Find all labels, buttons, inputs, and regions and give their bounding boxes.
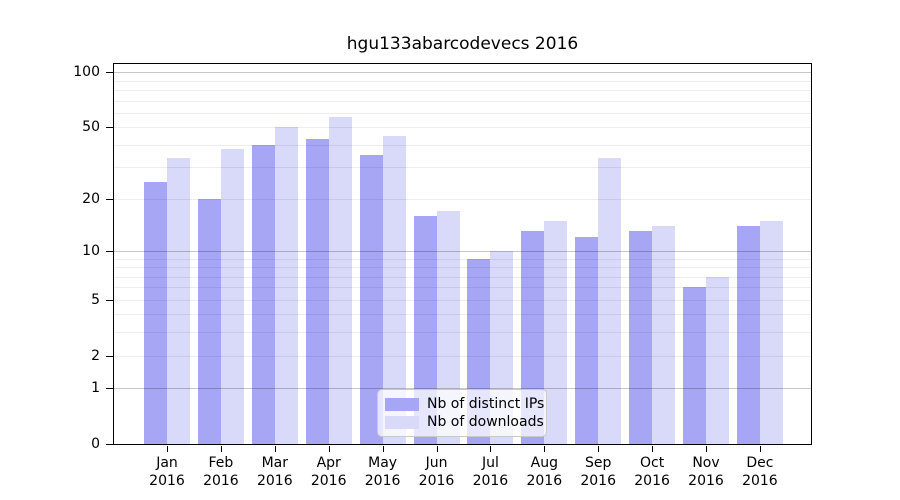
gridline-decade [114, 388, 811, 390]
bar-ips-jan [144, 181, 167, 444]
bar-ips-nov [683, 287, 706, 444]
gridline-decade [114, 250, 811, 252]
legend-swatch-distinct-ips [385, 397, 419, 411]
bar-downloads-aug [544, 220, 568, 444]
chart-title: hgu133abarcodevecs 2016 [346, 34, 579, 54]
y-tick-mark [106, 250, 113, 252]
x-tick-mark [220, 446, 222, 452]
legend: Nb of distinct IPs Nb of downloads [377, 389, 547, 437]
y-tick-label: 50 [82, 119, 100, 136]
y-tick-label: 10 [82, 242, 100, 259]
y-tick-label: 100 [73, 64, 100, 81]
x-tick-mark [436, 446, 438, 452]
x-tick-label-aug: Aug 2016 [526, 455, 563, 489]
bar-downloads-dec [759, 220, 783, 444]
bar-ips-oct [629, 231, 653, 444]
x-tick-mark [167, 446, 168, 452]
legend-item-downloads: Nb of downloads [385, 413, 544, 431]
y-tick-mark [106, 388, 113, 390]
y-tick-mark [106, 355, 113, 357]
x-tick-mark [544, 446, 546, 452]
x-tick-label-nov: Nov 2016 [688, 455, 724, 489]
gridline-decade [114, 72, 811, 74]
y-tick-mark [106, 72, 113, 74]
bar-downloads-feb [220, 148, 244, 444]
legend-swatch-downloads [385, 415, 419, 429]
bar-ips-sep [575, 237, 599, 444]
y-tick-label: 2 [91, 347, 100, 364]
bar-ips-jun [413, 215, 437, 444]
x-tick-label-jun: Jun 2016 [418, 455, 455, 489]
bar-downloads-jan [167, 157, 190, 444]
bar-downloads-oct [652, 225, 676, 444]
gridline-minor [114, 355, 811, 357]
bar-downloads-apr [328, 116, 352, 444]
gridline-minor [114, 314, 811, 316]
gridline-minor [114, 267, 811, 269]
x-tick-label-mar: Mar 2016 [256, 455, 293, 489]
gridline-minor [114, 258, 811, 260]
bar-downloads-nov [706, 276, 729, 444]
gridline-minor [114, 127, 811, 129]
gridline-minor [114, 198, 811, 200]
x-tick-label-jul: Jul 2016 [472, 455, 509, 489]
x-tick-label-apr: Apr 2016 [310, 455, 347, 489]
x-tick-label-sep: Sep 2016 [580, 455, 616, 489]
bar-downloads-sep [598, 157, 622, 444]
y-tick-mark [106, 299, 113, 301]
x-tick-mark [328, 446, 330, 452]
y-tick-mark [106, 198, 113, 200]
x-tick-mark [759, 446, 761, 452]
bar-downloads-mar [274, 127, 298, 444]
x-tick-mark [490, 446, 492, 452]
gridline-minor [114, 276, 811, 278]
x-tick-mark [598, 446, 600, 452]
gridline-minor [114, 332, 811, 334]
bar-ips-dec [736, 225, 760, 444]
y-tick-label: 1 [91, 380, 100, 397]
bar-ips-may [359, 155, 383, 444]
y-tick-label: 0 [91, 436, 100, 452]
y-tick-label: 5 [91, 291, 100, 308]
legend-label-distinct-ips: Nb of distinct IPs [427, 396, 545, 412]
gridline-minor [114, 100, 811, 102]
gridline-minor [114, 299, 811, 301]
y-tick-mark [106, 127, 113, 129]
gridline-minor [114, 112, 811, 114]
gridline-minor [114, 144, 811, 146]
x-tick-mark [652, 446, 654, 452]
y-tick-label: 20 [82, 190, 100, 207]
y-tick-mark [106, 444, 113, 445]
x-tick-mark [706, 446, 707, 452]
bar-ips-mar [251, 144, 275, 444]
bar-ips-apr [305, 139, 329, 444]
plot-area [113, 63, 812, 445]
x-tick-label-oct: Oct 2016 [634, 455, 670, 489]
x-tick-label-jan: Jan 2016 [149, 455, 185, 489]
legend-item-distinct-ips: Nb of distinct IPs [385, 395, 544, 413]
x-tick-mark [382, 446, 384, 452]
x-tick-label-dec: Dec 2016 [742, 455, 778, 489]
gridline-minor [114, 287, 811, 289]
gridline-minor [114, 167, 811, 169]
gridline-minor [114, 80, 811, 82]
x-tick-label-may: May 2016 [364, 455, 401, 489]
gridline-minor [114, 90, 811, 92]
bar-ips-feb [197, 198, 221, 444]
x-tick-mark [274, 446, 276, 452]
bar-downloads-may [382, 135, 406, 444]
x-tick-label-feb: Feb 2016 [203, 455, 239, 489]
bar-downloads-jun [436, 211, 460, 444]
legend-label-downloads: Nb of downloads [427, 414, 544, 430]
